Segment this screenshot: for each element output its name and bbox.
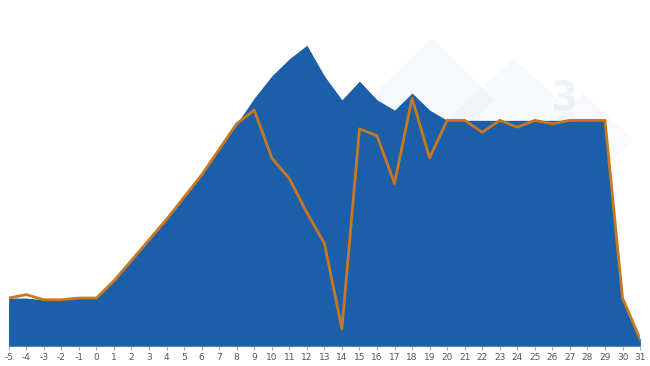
Text: 3: 3 (551, 81, 578, 119)
Polygon shape (369, 38, 495, 161)
Polygon shape (533, 93, 634, 189)
Polygon shape (432, 59, 596, 209)
